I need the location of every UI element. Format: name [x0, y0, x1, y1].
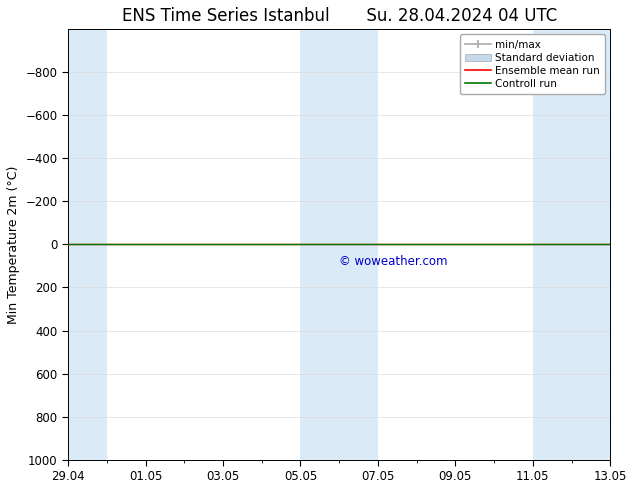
Title: ENS Time Series Istanbul       Su. 28.04.2024 04 UTC: ENS Time Series Istanbul Su. 28.04.2024 … [122, 7, 557, 25]
Legend: min/max, Standard deviation, Ensemble mean run, Controll run: min/max, Standard deviation, Ensemble me… [460, 34, 605, 94]
Bar [68, 29, 107, 460]
Bar [339, 29, 378, 460]
Bar [572, 29, 611, 460]
Bar [301, 29, 339, 460]
Y-axis label: Min Temperature 2m (°C): Min Temperature 2m (°C) [7, 165, 20, 324]
Bar [533, 29, 572, 460]
Text: © woweather.com: © woweather.com [339, 255, 448, 268]
